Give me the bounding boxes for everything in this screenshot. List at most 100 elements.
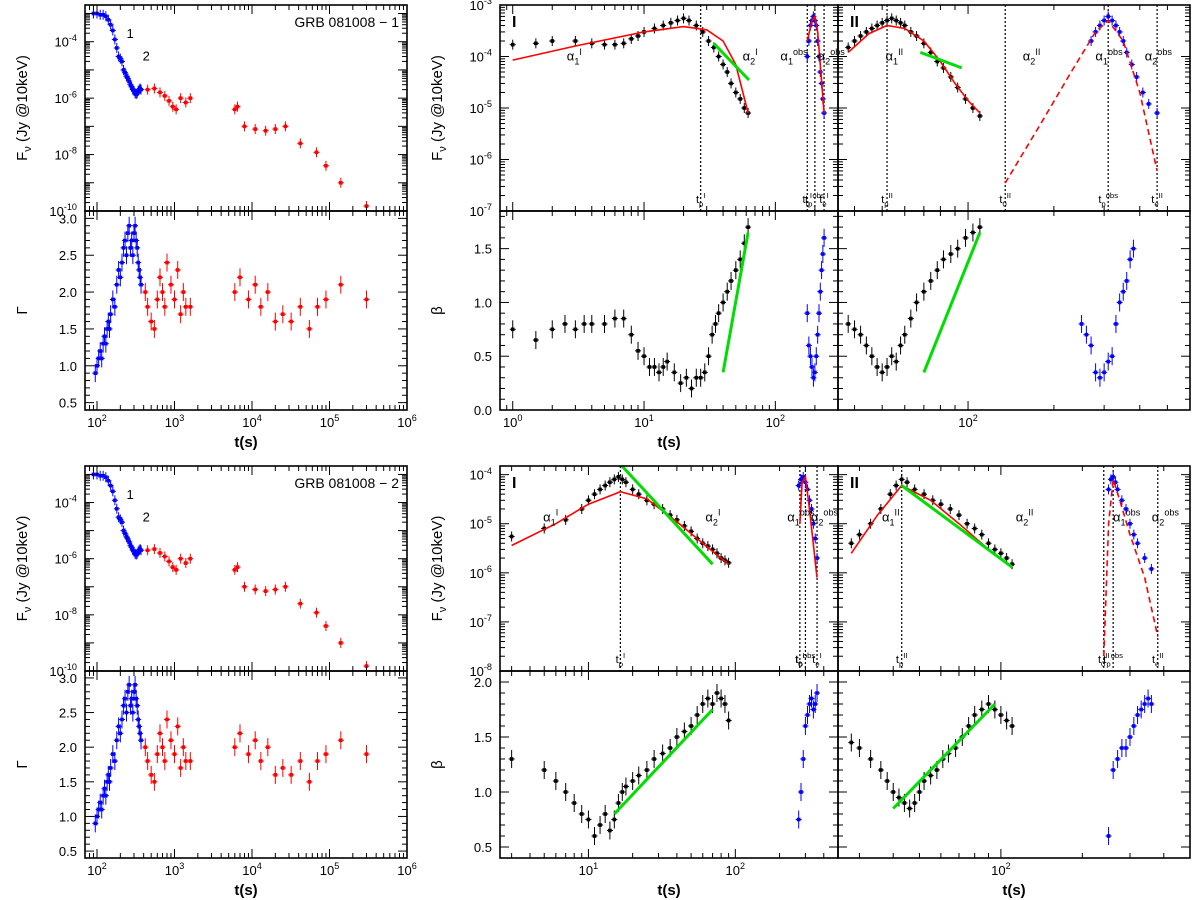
annotation: 1 bbox=[126, 26, 133, 41]
data-point bbox=[879, 768, 883, 772]
data-point bbox=[716, 54, 721, 59]
data-point bbox=[725, 70, 730, 74]
data-point bbox=[675, 518, 679, 522]
y-tick-label: 10-6 bbox=[469, 151, 492, 168]
series-red bbox=[144, 544, 370, 671]
data-point bbox=[1111, 475, 1115, 479]
data-point bbox=[101, 473, 105, 478]
data-point bbox=[645, 498, 649, 503]
data-point bbox=[238, 731, 242, 736]
data-point bbox=[822, 236, 826, 240]
data-point bbox=[999, 713, 1003, 717]
data-point bbox=[972, 713, 977, 717]
data-point bbox=[621, 316, 626, 321]
data-point bbox=[121, 703, 126, 708]
data-point bbox=[821, 252, 825, 256]
series-red-model bbox=[806, 14, 825, 114]
annotation: 2 bbox=[143, 49, 150, 64]
data-point bbox=[324, 163, 328, 168]
data-point bbox=[1139, 707, 1143, 712]
data-point bbox=[1155, 111, 1159, 115]
data-point bbox=[645, 768, 649, 772]
annotation: α1obs bbox=[1095, 47, 1123, 67]
data-point bbox=[126, 76, 130, 81]
y-axis-label: Fν (Jy @10keV) bbox=[14, 55, 34, 161]
data-point bbox=[509, 757, 514, 761]
data-point bbox=[636, 773, 641, 778]
data-point bbox=[1124, 507, 1128, 511]
data-point bbox=[266, 290, 270, 294]
plot-area bbox=[92, 216, 370, 383]
data-point bbox=[1102, 18, 1106, 23]
data-point bbox=[814, 354, 819, 359]
data-point bbox=[1113, 480, 1118, 485]
data-point bbox=[124, 74, 129, 78]
data-point bbox=[796, 817, 801, 822]
series-red-model bbox=[847, 24, 981, 114]
data-point bbox=[948, 252, 953, 256]
data-point bbox=[1124, 746, 1128, 750]
data-point bbox=[852, 327, 857, 332]
data-point bbox=[849, 740, 854, 745]
data-point bbox=[163, 759, 167, 763]
data-point bbox=[955, 246, 960, 251]
panel-A_gamma: 102 103 104 105 106 0.5 1.0 1.5 2.0 2.5 3.0 t(s) Γ bbox=[14, 210, 417, 451]
data-point bbox=[819, 268, 824, 272]
data-point bbox=[233, 107, 237, 112]
data-point bbox=[242, 584, 247, 589]
data-point bbox=[124, 710, 129, 715]
data-point bbox=[624, 784, 628, 789]
data-point bbox=[113, 759, 117, 763]
data-point bbox=[1004, 718, 1009, 723]
data-point bbox=[738, 257, 743, 262]
series-red-model bbox=[799, 474, 818, 578]
y-axis-label: Fν (Jy @10keV) bbox=[429, 516, 449, 622]
series-red bbox=[144, 83, 370, 211]
plot-area bbox=[90, 8, 370, 211]
data-point bbox=[1084, 332, 1089, 337]
annotation: α1obs bbox=[780, 47, 808, 67]
data-point bbox=[905, 480, 909, 485]
fit-line bbox=[511, 490, 730, 565]
data-point bbox=[813, 702, 818, 706]
data-point bbox=[661, 23, 666, 28]
data-point bbox=[689, 529, 693, 534]
series-blue bbox=[1078, 239, 1137, 387]
data-point bbox=[885, 365, 889, 369]
series-black bbox=[508, 684, 732, 845]
data-point bbox=[1128, 735, 1132, 739]
data-point bbox=[675, 18, 680, 23]
data-point bbox=[158, 90, 162, 95]
data-point bbox=[188, 759, 193, 763]
fit-line bbox=[619, 466, 714, 566]
data-point bbox=[636, 349, 640, 353]
data-point bbox=[120, 260, 124, 265]
data-point bbox=[283, 584, 288, 589]
data-point bbox=[738, 97, 743, 101]
data-point bbox=[149, 319, 153, 324]
data-point bbox=[1106, 834, 1111, 838]
vline-label: teI bbox=[812, 651, 821, 668]
series-blue bbox=[92, 216, 145, 383]
y-tick-label: 2.0 bbox=[59, 285, 77, 300]
data-point bbox=[928, 50, 933, 55]
data-point bbox=[1121, 289, 1126, 294]
data-point bbox=[734, 268, 738, 272]
fit-line bbox=[1103, 479, 1159, 657]
vline-label: teII bbox=[1151, 191, 1163, 208]
data-point bbox=[723, 702, 727, 706]
data-point bbox=[175, 268, 180, 272]
data-point bbox=[128, 703, 133, 708]
data-point bbox=[652, 757, 656, 761]
data-point bbox=[573, 39, 578, 43]
data-point bbox=[629, 332, 634, 337]
y-tick-label: 1.5 bbox=[59, 322, 77, 337]
plot-area bbox=[508, 684, 821, 845]
panel-A_flux: 10-10 10-8 10-6 10-4 GRB 081008 − 1 12 Fν (Jy … bbox=[14, 4, 408, 219]
data-point bbox=[135, 91, 139, 95]
fit-line bbox=[512, 25, 749, 114]
data-point bbox=[694, 23, 699, 28]
data-point bbox=[127, 683, 131, 687]
data-point bbox=[963, 236, 968, 240]
y-tick-label: 1.0 bbox=[474, 785, 492, 800]
